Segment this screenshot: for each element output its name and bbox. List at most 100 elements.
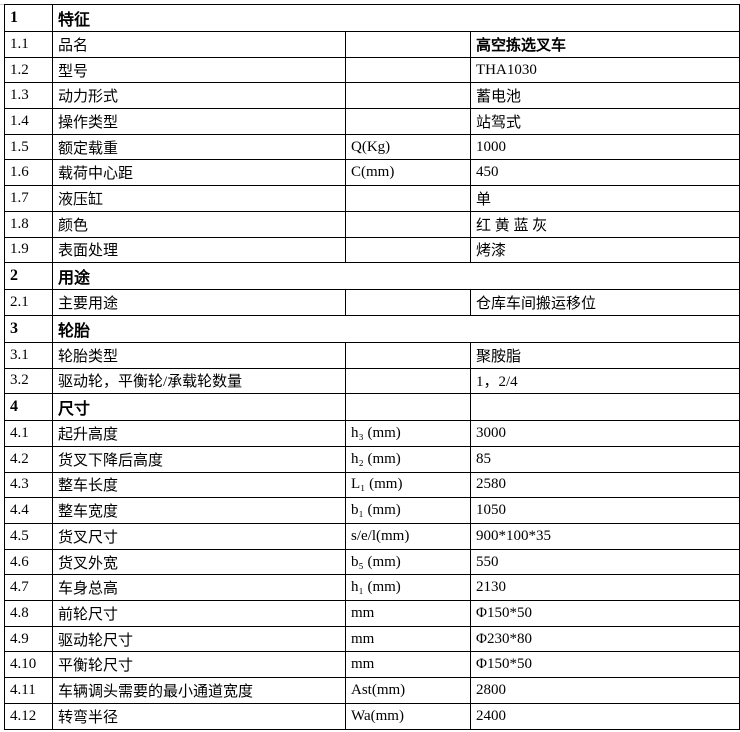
spec-value: 1000: [470, 133, 740, 161]
spec-unit: h₃ (mm): [345, 420, 471, 447]
spec-table: 1 特征 1.1 品名 高空拣选叉车 1.2 型号 THA1030 1.3 动力形式 蓄电池 1.4 操…: [4, 4, 740, 730]
spec-name: 整车长度: [52, 471, 346, 499]
table-row: 1.1 品名 高空拣选叉车: [4, 31, 740, 58]
spec-name: 货叉外宽: [52, 548, 346, 576]
row-number: 3.1: [4, 341, 53, 369]
table-row: 4.2 货叉下降后高度 h₂ (mm) 85: [4, 445, 740, 473]
row-number: 4.4: [4, 497, 53, 524]
row-number: 4.3: [4, 471, 53, 499]
spec-value: 3000: [470, 420, 740, 447]
spec-unit: Q(Kg): [345, 133, 471, 161]
spec-unit: Wa(mm): [345, 702, 471, 730]
spec-name: 载荷中心距: [52, 159, 346, 187]
row-number: 1.6: [4, 159, 53, 187]
spec-value: 2130: [470, 574, 740, 602]
spec-name: 整车宽度: [52, 497, 346, 524]
row-number: 4.7: [4, 574, 53, 602]
spec-value: 单: [470, 185, 740, 212]
section-title: 轮胎: [52, 314, 740, 343]
row-number: 2.1: [4, 289, 53, 316]
spec-value: 烤漆: [470, 236, 740, 264]
table-row: 3.2 驱动轮，平衡轮/承载轮数量 1，2/4: [4, 367, 740, 395]
spec-value: 红 黄 蓝 灰: [470, 210, 740, 238]
empty-cell: [470, 393, 740, 422]
spec-value: 1050: [470, 497, 740, 524]
spec-name: 轮胎类型: [52, 341, 346, 369]
table-row: 4.5 货叉尺寸 s/e/l(mm) 900*100*35: [4, 523, 740, 550]
table-row: 1.9 表面处理 烤漆: [4, 236, 740, 264]
spec-unit: [345, 31, 471, 58]
spec-value: 450: [470, 159, 740, 187]
row-number: 4.2: [4, 445, 53, 473]
row-number: 1.3: [4, 82, 53, 110]
spec-unit: Ast(mm): [345, 677, 471, 704]
section-row: 4 尺寸: [4, 393, 740, 422]
spec-unit: b₅ (mm): [345, 548, 471, 576]
section-title: 尺寸: [52, 393, 346, 422]
spec-unit: [345, 236, 471, 264]
spec-unit: h₁ (mm): [345, 574, 471, 602]
spec-value: Φ150*50: [470, 651, 740, 679]
table-row: 1.7 液压缸 单: [4, 185, 740, 212]
table-row: 1.3 动力形式 蓄电池: [4, 82, 740, 110]
row-number: 1.2: [4, 56, 53, 84]
spec-value: Φ230*80: [470, 625, 740, 653]
row-number: 1.5: [4, 133, 53, 161]
spec-name: 车身总高: [52, 574, 346, 602]
row-number: 3: [4, 314, 53, 343]
spec-name: 驱动轮尺寸: [52, 625, 346, 653]
spec-unit: b₁ (mm): [345, 497, 471, 524]
spec-name: 主要用途: [52, 289, 346, 316]
row-number: 4.8: [4, 600, 53, 627]
section-row: 3 轮胎: [4, 314, 740, 343]
spec-value: 高空拣选叉车: [470, 31, 740, 58]
spec-value: 仓库车间搬运移位: [470, 289, 740, 316]
section-title: 用途: [52, 262, 740, 291]
row-number: 1.1: [4, 31, 53, 58]
spec-name: 操作类型: [52, 108, 346, 135]
row-number: 2: [4, 262, 53, 291]
spec-unit: [345, 56, 471, 84]
spec-value: 900*100*35: [470, 523, 740, 550]
table-row: 4.11 车辆调头需要的最小通道宽度 Ast(mm) 2800: [4, 677, 740, 704]
row-number: 1: [4, 4, 53, 32]
spec-unit: [345, 210, 471, 238]
spec-name: 货叉尺寸: [52, 523, 346, 550]
spec-name: 前轮尺寸: [52, 600, 346, 627]
spec-value: Φ150*50: [470, 600, 740, 627]
row-number: 1.4: [4, 108, 53, 135]
table-row: 1.6 载荷中心距 C(mm) 450: [4, 159, 740, 187]
row-number: 4.5: [4, 523, 53, 550]
table-row: 4.9 驱动轮尺寸 mm Φ230*80: [4, 625, 740, 653]
table-row: 4.3 整车长度 L₁ (mm) 2580: [4, 471, 740, 499]
row-number: 1.7: [4, 185, 53, 212]
row-number: 1.8: [4, 210, 53, 238]
spec-value: 2580: [470, 471, 740, 499]
row-number: 4.10: [4, 651, 53, 679]
spec-unit: [345, 341, 471, 369]
spec-value: 蓄电池: [470, 82, 740, 110]
spec-unit: mm: [345, 651, 471, 679]
spec-unit: [345, 185, 471, 212]
table-row: 1.4 操作类型 站驾式: [4, 108, 740, 135]
spec-name: 液压缸: [52, 185, 346, 212]
spec-unit: [345, 82, 471, 110]
spec-value: THA1030: [470, 56, 740, 84]
table-row: 1.8 颜色 红 黄 蓝 灰: [4, 210, 740, 238]
spec-value: 550: [470, 548, 740, 576]
section-row: 1 特征: [4, 4, 740, 32]
spec-value: 2400: [470, 702, 740, 730]
spec-unit: mm: [345, 600, 471, 627]
row-number: 4.9: [4, 625, 53, 653]
spec-value: 2800: [470, 677, 740, 704]
row-number: 4.11: [4, 677, 53, 704]
spec-name: 平衡轮尺寸: [52, 651, 346, 679]
spec-name: 表面处理: [52, 236, 346, 264]
spec-name: 额定载重: [52, 133, 346, 161]
table-row: 4.10 平衡轮尺寸 mm Φ150*50: [4, 651, 740, 679]
table-row: 2.1 主要用途 仓库车间搬运移位: [4, 289, 740, 316]
spec-value: 聚胺脂: [470, 341, 740, 369]
spec-value: 站驾式: [470, 108, 740, 135]
spec-unit: mm: [345, 625, 471, 653]
empty-cell: [345, 393, 471, 422]
